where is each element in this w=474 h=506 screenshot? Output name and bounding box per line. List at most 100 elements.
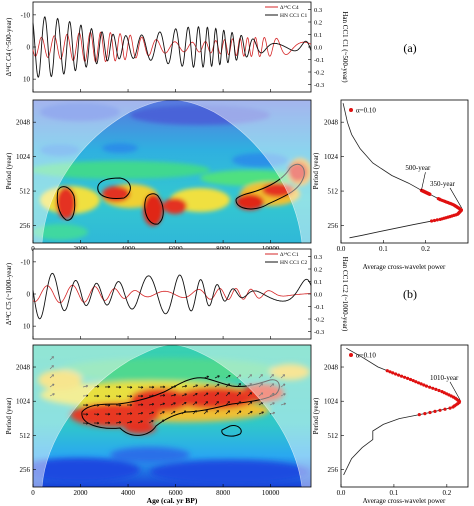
significant-point [406, 376, 410, 380]
phase-arrow-head [173, 385, 177, 388]
phase-arrow-head [205, 392, 209, 396]
significant-point [438, 408, 442, 412]
phase-arrow [203, 376, 209, 379]
left-tick-label: 0 [27, 291, 31, 299]
period-tick-label: 2048 [16, 364, 31, 372]
significant-point [385, 369, 389, 373]
significant-point [448, 406, 452, 410]
phase-arrow-head [183, 410, 187, 413]
phase-arrow-head [86, 421, 89, 425]
panel-b-power-ylabel: Period (year) [312, 397, 320, 434]
phase-arrow [225, 383, 231, 388]
phase-arrow-head [195, 393, 198, 396]
spectrum-b-arrows [49, 356, 286, 425]
significant-point [408, 377, 413, 382]
panel-a-label: (a) [403, 41, 416, 55]
phase-arrow [280, 403, 286, 406]
phase-arrow [269, 412, 275, 415]
panel-b-left-axis-label: Δ¹⁴C C5 (~1000-year) [5, 262, 13, 325]
right-tick-label: 0.2 [314, 20, 322, 27]
phase-arrow-head [151, 420, 154, 423]
significant-point [414, 380, 418, 384]
left-tick-label: 10 [23, 323, 31, 331]
panel-b-spectrum: 256 512 1024 2048 0 2000 4000 6000 8000 10000 Per… [5, 344, 312, 505]
power-period-tick-label: 256 [328, 466, 339, 474]
phase-arrow-head [140, 411, 144, 415]
phase-arrow-head [227, 401, 230, 404]
panel-b-spectrum-ylabel: Period (year) [5, 397, 13, 434]
phase-arrow [159, 403, 165, 406]
phase-arrow-head [194, 410, 197, 413]
annotation-leader [449, 187, 462, 209]
significant-point [400, 374, 404, 378]
phase-arrow-head [119, 412, 122, 416]
phase-arrow [192, 410, 197, 415]
phase-arrow-head [152, 394, 155, 398]
right-tick-label: -0.1 [314, 304, 324, 311]
phase-arrow-head [140, 420, 143, 423]
panel-b-spectrum-axes: 256 512 1024 2048 0 2000 4000 6000 8000 10000 [16, 364, 280, 497]
phase-arrow-head [206, 384, 209, 387]
panel-b-power-plot: 256 512 1024 2048 0.0 0.1 0.2 α=0.10 1010-year [324, 347, 462, 497]
period-tick-label: 512 [20, 188, 31, 196]
phase-arrow [181, 393, 187, 397]
phase-arrow [203, 410, 208, 415]
phase-arrow [192, 384, 198, 388]
phase-arrow [148, 411, 154, 415]
legend-alpha-label: α=0.10 [356, 107, 376, 115]
phase-arrow-head [260, 383, 263, 386]
phase-arrow [148, 403, 154, 406]
phase-arrow-head [51, 374, 55, 377]
phase-arrow [258, 374, 263, 379]
right-tick-label: 0.3 [314, 7, 322, 14]
phase-arrow [137, 412, 143, 415]
phase-arrow [258, 392, 264, 397]
power-period-tick-label: 2048 [324, 119, 339, 127]
power-period-tick-label: 256 [328, 222, 339, 230]
power-x-tick-label: 0.1 [379, 245, 388, 253]
significant-point [424, 384, 429, 388]
phase-arrow-head [130, 394, 133, 398]
phase-arrow [49, 383, 55, 388]
significant-point [436, 197, 440, 201]
phase-arrow [203, 401, 208, 406]
left-tick-label: 10 [23, 76, 31, 84]
period-tick-label: 2048 [16, 119, 31, 127]
phase-arrow [126, 413, 133, 415]
phase-arrow [214, 410, 219, 415]
power-x-tick-label: 0.2 [442, 489, 451, 497]
left-tick-label: 0 [27, 44, 31, 52]
phase-arrow [236, 401, 241, 406]
phase-arrow-head [271, 374, 274, 377]
phase-arrow-head [97, 394, 100, 398]
phase-arrow-head [97, 403, 100, 407]
phase-arrow-head [272, 402, 275, 405]
phase-arrow-head [151, 402, 155, 406]
significant-point [397, 373, 401, 377]
phase-arrow [258, 402, 264, 406]
phase-arrow-head [238, 383, 241, 386]
legend-alpha-label: α=0.10 [356, 352, 376, 360]
phase-arrow-head [249, 401, 253, 404]
phase-arrow [236, 410, 242, 415]
panel-b-series: -10 0 10 -0.3 -0.2 -0.1 0.0 0.1 0.2 0.3 Δ¹⁴C C1 H… [5, 248, 349, 340]
panel-a-power-ylabel: Period (year) [312, 152, 320, 189]
phase-arrow [269, 383, 274, 388]
significant-point [432, 218, 437, 223]
phase-arrow-head [52, 393, 55, 396]
left-tick-label: -10 [21, 258, 31, 266]
phase-arrow-head [162, 411, 165, 414]
significant-point [423, 412, 427, 416]
age-tick-label: 10000 [262, 489, 280, 497]
phase-arrow-head [238, 410, 242, 414]
phase-arrow-head [206, 375, 209, 379]
phase-arrow [159, 411, 165, 415]
phase-arrow-head [282, 383, 286, 387]
phase-arrow-head [238, 392, 241, 395]
panel-b-power-xlabel: Average cross-wavelet power [363, 497, 446, 505]
phase-arrow-head [217, 375, 220, 378]
significant-point [411, 379, 415, 383]
phase-arrow-head [272, 411, 276, 415]
period-tick-label: 512 [20, 432, 31, 440]
significant-point [440, 390, 444, 394]
